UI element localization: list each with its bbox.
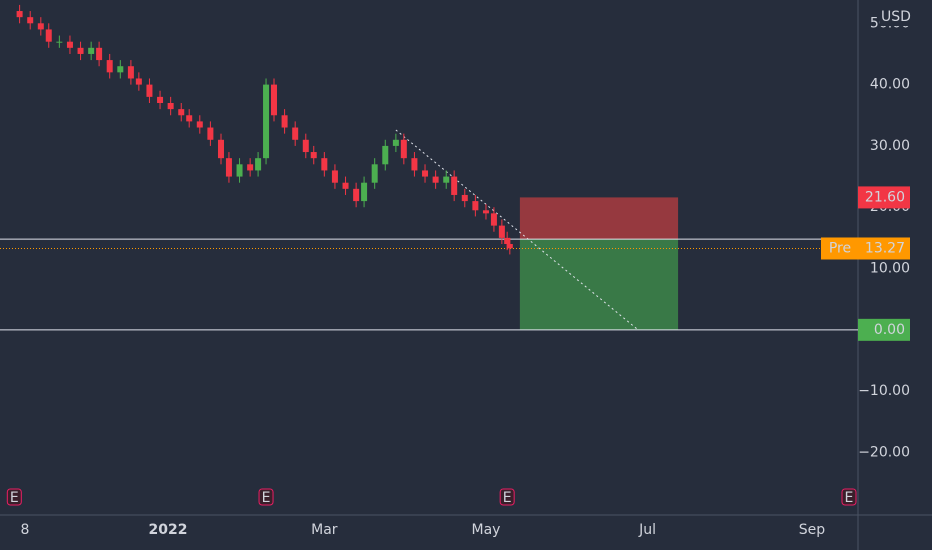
- x-tick-label: 2022: [149, 522, 188, 538]
- candle-body: [482, 210, 489, 214]
- candle-body: [16, 11, 23, 18]
- x-tick-label: May: [471, 522, 500, 538]
- candle-body: [371, 164, 378, 183]
- y-tick-label: −10.00: [858, 383, 910, 399]
- y-tick-label: 10.00: [870, 261, 910, 277]
- price-tag-value: 13.27: [865, 240, 905, 256]
- candle-body: [270, 84, 277, 116]
- stop-zone: [519, 197, 679, 240]
- candle-body: [392, 139, 399, 146]
- candle-body: [382, 145, 389, 165]
- candle-body: [217, 139, 224, 159]
- candle-body: [504, 237, 511, 245]
- event-marker: [6, 488, 22, 506]
- candle-body: [196, 121, 203, 128]
- candle-body: [77, 47, 84, 54]
- candle-body: [56, 41, 63, 43]
- candle-body: [135, 78, 142, 85]
- candle-body: [411, 158, 418, 171]
- candle-body: [472, 201, 479, 211]
- candle-body: [400, 139, 407, 159]
- candle-body: [498, 225, 505, 238]
- candle-body: [451, 176, 458, 195]
- candle-body: [146, 84, 153, 97]
- stop-tag: 21.60: [865, 189, 905, 205]
- y-tick-label: 30.00: [870, 138, 910, 154]
- y-tick-label: −20.00: [858, 444, 910, 460]
- event-label: E: [262, 490, 271, 506]
- stop-tag-bg: [858, 186, 910, 209]
- candle-body: [178, 109, 185, 116]
- candle-body: [506, 244, 513, 249]
- candle-body: [490, 213, 497, 226]
- target-tag-bg: [858, 318, 910, 341]
- x-tick-label: Mar: [311, 522, 338, 538]
- candle-body: [106, 60, 113, 73]
- candle-body: [361, 182, 368, 202]
- candle-body: [96, 47, 103, 61]
- candle-body: [292, 127, 299, 140]
- candle-body: [353, 188, 360, 202]
- price-tag-label: Pre: [829, 240, 851, 256]
- candle-body: [281, 115, 288, 128]
- candle-body: [255, 158, 262, 171]
- candle-body: [45, 29, 52, 42]
- x-tick-label: 8: [20, 522, 29, 538]
- event-marker: [499, 488, 515, 506]
- x-tick-label: Sep: [799, 522, 826, 538]
- candle-body: [247, 164, 254, 171]
- price-tag-bg: [821, 237, 910, 260]
- candle-body: [186, 115, 193, 122]
- candle-body: [331, 170, 338, 183]
- event-label: E: [845, 490, 854, 506]
- candle-body: [302, 139, 309, 153]
- y-tick-label: 40.00: [870, 77, 910, 93]
- candle-body: [37, 23, 44, 30]
- candle-body: [66, 41, 73, 48]
- currency-bg: [880, 6, 914, 26]
- candle-body: [422, 170, 429, 177]
- candle-body: [461, 194, 468, 202]
- event-marker: [841, 488, 857, 506]
- trendline: [395, 129, 639, 331]
- candle-body: [88, 47, 95, 54]
- candle-body: [27, 17, 34, 24]
- candle-body: [263, 84, 270, 159]
- currency-label: USD: [881, 9, 911, 25]
- event-label: E: [503, 490, 512, 506]
- candle-body: [117, 66, 124, 73]
- candle-body: [236, 164, 243, 177]
- event-marker: [258, 488, 274, 506]
- event-label: E: [10, 490, 19, 506]
- candle-body: [167, 103, 174, 110]
- candle-body: [432, 176, 439, 183]
- target-tag: 0.00: [874, 322, 905, 338]
- candle-body: [207, 127, 214, 140]
- candle-body: [310, 152, 317, 159]
- candle-body: [342, 182, 349, 189]
- candle-body: [443, 176, 450, 183]
- candle-body: [157, 96, 164, 103]
- candle-body: [127, 66, 134, 79]
- candle-body: [225, 158, 232, 177]
- x-tick-label: Jul: [638, 522, 656, 538]
- target-zone: [519, 239, 679, 330]
- candle-body: [321, 158, 328, 171]
